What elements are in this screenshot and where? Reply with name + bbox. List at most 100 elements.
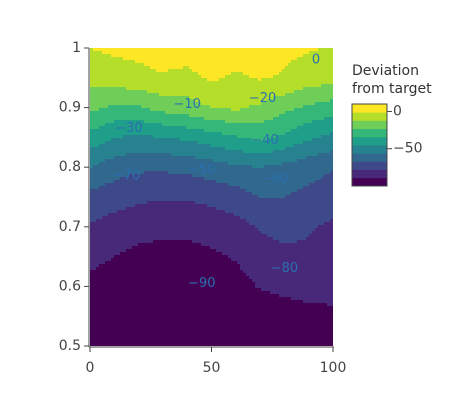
contour-cell — [135, 147, 139, 151]
contour-cell — [318, 66, 322, 70]
contour-cell — [165, 117, 169, 121]
contour-cell — [90, 132, 94, 136]
contour-cell — [231, 129, 235, 133]
contour-cell — [183, 66, 187, 70]
contour-cell — [147, 123, 151, 127]
contour-cell — [195, 108, 199, 112]
contour-cell — [303, 57, 307, 61]
contour-cell — [327, 81, 331, 85]
contour-cell — [297, 51, 301, 55]
contour-cell — [270, 87, 274, 91]
contour-cell — [129, 60, 133, 64]
contour-cell — [315, 60, 319, 64]
contour-cell — [279, 135, 283, 139]
contour-cell — [156, 102, 160, 106]
contour-cell — [93, 81, 97, 85]
contour-cell — [288, 102, 292, 106]
contour-cell — [102, 48, 106, 52]
contour-cell — [306, 126, 310, 130]
contour-cell — [240, 135, 244, 139]
contour-cell — [210, 57, 214, 61]
contour-cell — [102, 84, 106, 88]
contour-cell — [228, 135, 232, 139]
contour-cell — [297, 48, 301, 52]
contour-cell — [261, 132, 265, 136]
contour-cell — [207, 66, 211, 70]
contour-cell — [171, 54, 175, 58]
contour-cell — [279, 57, 283, 61]
contour-cell — [327, 135, 331, 139]
contour-cell — [117, 72, 121, 76]
contour-cell — [273, 132, 277, 136]
contour-cell — [198, 135, 202, 139]
contour-cell — [153, 111, 157, 115]
contour-cell — [135, 69, 139, 73]
contour-cell — [231, 57, 235, 61]
contour-cell — [219, 120, 223, 124]
contour-cell — [231, 99, 235, 103]
contour-cell — [144, 159, 148, 163]
contour-cell — [105, 135, 109, 139]
contour-cell — [114, 51, 118, 55]
contour-cell — [132, 54, 136, 58]
contour-cell — [237, 81, 241, 85]
contour-cell — [102, 75, 106, 79]
contour-cell — [99, 84, 103, 88]
contour-cell — [234, 81, 238, 85]
contour-cell — [159, 96, 163, 100]
contour-cell — [135, 93, 139, 97]
contour-cell — [318, 102, 322, 106]
contour-cell — [129, 147, 133, 151]
contour-cell — [321, 54, 325, 58]
contour-cell — [90, 72, 94, 76]
contour-cell — [141, 117, 145, 121]
contour-cell — [96, 138, 100, 142]
contour-cell — [126, 159, 130, 163]
contour-cell — [141, 135, 145, 139]
contour-cell — [270, 54, 274, 58]
contour-cell — [102, 102, 106, 106]
contour-cell — [276, 150, 280, 154]
contour-cell — [234, 132, 238, 136]
contour-cell — [183, 63, 187, 67]
contour-cell — [210, 123, 214, 127]
contour-cell — [117, 123, 121, 127]
contour-cell — [279, 111, 283, 115]
contour-cell — [153, 126, 157, 130]
contour-cell — [267, 78, 271, 82]
contour-cell — [255, 51, 259, 55]
contour-cell — [318, 147, 322, 151]
contour-cell — [234, 75, 238, 79]
contour-cell — [126, 156, 130, 160]
contour-cell — [192, 93, 196, 97]
contour-cell — [270, 108, 274, 112]
contour-cell — [228, 72, 232, 76]
contour-cell — [159, 111, 163, 115]
contour-cell — [216, 108, 220, 112]
contour-cell — [306, 72, 310, 76]
contour-cell — [219, 84, 223, 88]
contour-cell — [276, 57, 280, 61]
contour-cell — [210, 153, 214, 157]
contour-cell — [321, 114, 325, 118]
contour-cell — [204, 48, 208, 52]
contour-cell — [192, 87, 196, 91]
contour-cell — [153, 153, 157, 157]
contour-cell — [237, 66, 241, 70]
contour-cell — [159, 102, 163, 106]
contour-cell — [318, 114, 322, 118]
contour-cell — [225, 99, 229, 103]
contour-cell — [222, 153, 226, 157]
contour-cell — [204, 96, 208, 100]
contour-cell — [162, 51, 166, 55]
contour-cell — [276, 96, 280, 100]
contour-cell — [189, 75, 193, 79]
contour-cell — [204, 60, 208, 64]
contour-cell — [195, 153, 199, 157]
contour-cell — [171, 99, 175, 103]
contour-cell — [210, 108, 214, 112]
contour-cell — [120, 129, 124, 133]
contour-cell — [201, 111, 205, 115]
contour-cell — [240, 54, 244, 58]
contour-cell — [156, 93, 160, 97]
